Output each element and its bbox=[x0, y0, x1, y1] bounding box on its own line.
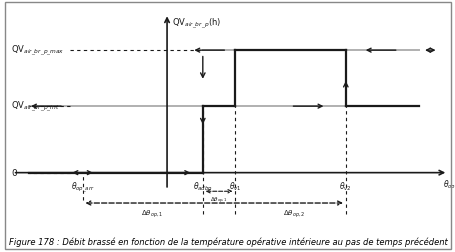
Text: $\theta_{v1}$: $\theta_{v1}$ bbox=[228, 180, 241, 192]
Text: $\theta_{v2}$: $\theta_{v2}$ bbox=[339, 180, 351, 192]
Text: Figure 178 : Débit brassé en fonction de la température opérative intérieure au : Figure 178 : Débit brassé en fonction de… bbox=[9, 237, 446, 246]
Text: QV$_{air\_br\_p\_max}$: QV$_{air\_br\_p\_max}$ bbox=[11, 44, 65, 58]
Text: $\theta_{adbp}$: $\theta_{adbp}$ bbox=[192, 180, 212, 193]
Text: $\theta_{op\_arr}$: $\theta_{op\_arr}$ bbox=[71, 180, 94, 194]
Text: $\Delta\theta_{op,1}$: $\Delta\theta_{op,1}$ bbox=[210, 195, 228, 205]
Text: QV$_{air\_br\_p}$(h): QV$_{air\_br\_p}$(h) bbox=[172, 16, 221, 30]
Text: $\Delta\theta_{op,1}$: $\Delta\theta_{op,1}$ bbox=[141, 208, 163, 219]
Text: $\theta_{op}(h\text{-}1)\ (°C)$: $\theta_{op}(h\text{-}1)\ (°C)$ bbox=[442, 178, 455, 191]
Text: $\Delta\theta_{op,2}$: $\Delta\theta_{op,2}$ bbox=[282, 208, 304, 219]
Text: 0: 0 bbox=[11, 169, 17, 177]
Text: QV$_{air\_br\_p\_int}$: QV$_{air\_br\_p\_int}$ bbox=[11, 100, 60, 114]
